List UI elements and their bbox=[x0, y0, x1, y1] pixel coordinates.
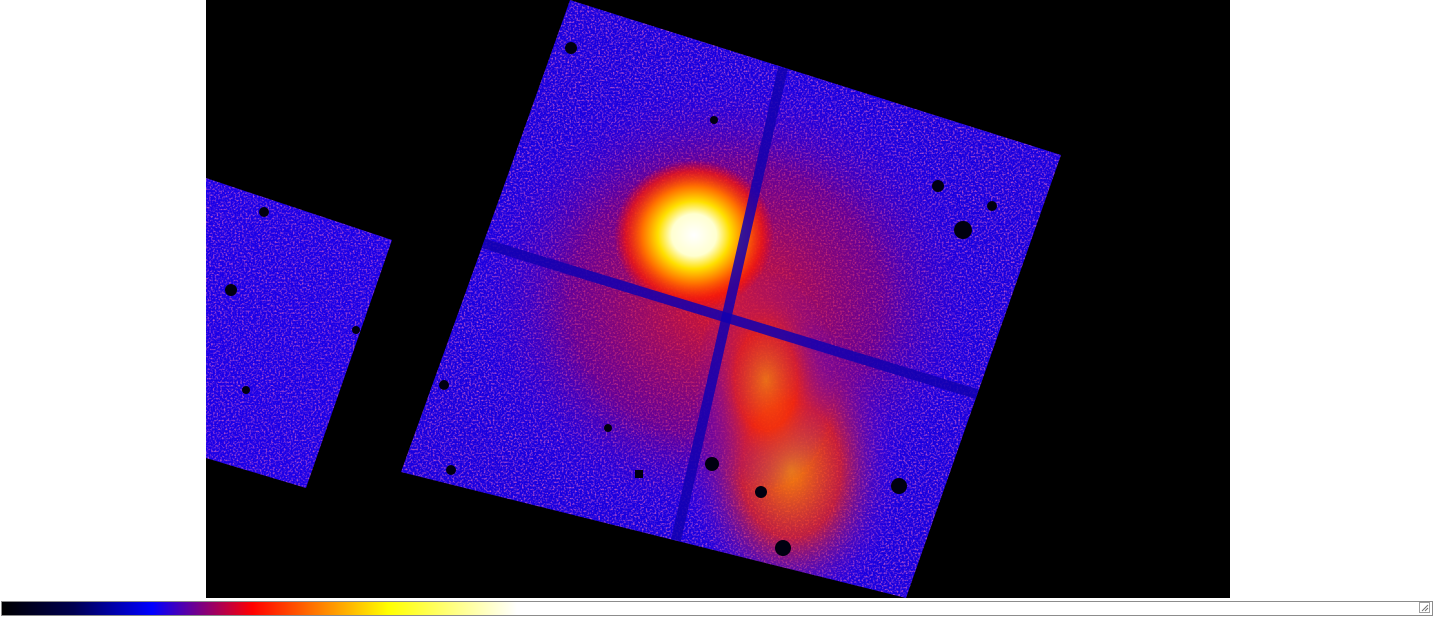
image-frame[interactable] bbox=[206, 0, 1230, 598]
resize-grip-icon[interactable] bbox=[1419, 602, 1430, 613]
xray-image[interactable] bbox=[206, 0, 1230, 598]
left-detector-chip bbox=[206, 178, 392, 488]
colorbar-gradient bbox=[2, 602, 1432, 615]
main-detector-array bbox=[401, 0, 1061, 598]
colorbar[interactable] bbox=[1, 601, 1433, 616]
